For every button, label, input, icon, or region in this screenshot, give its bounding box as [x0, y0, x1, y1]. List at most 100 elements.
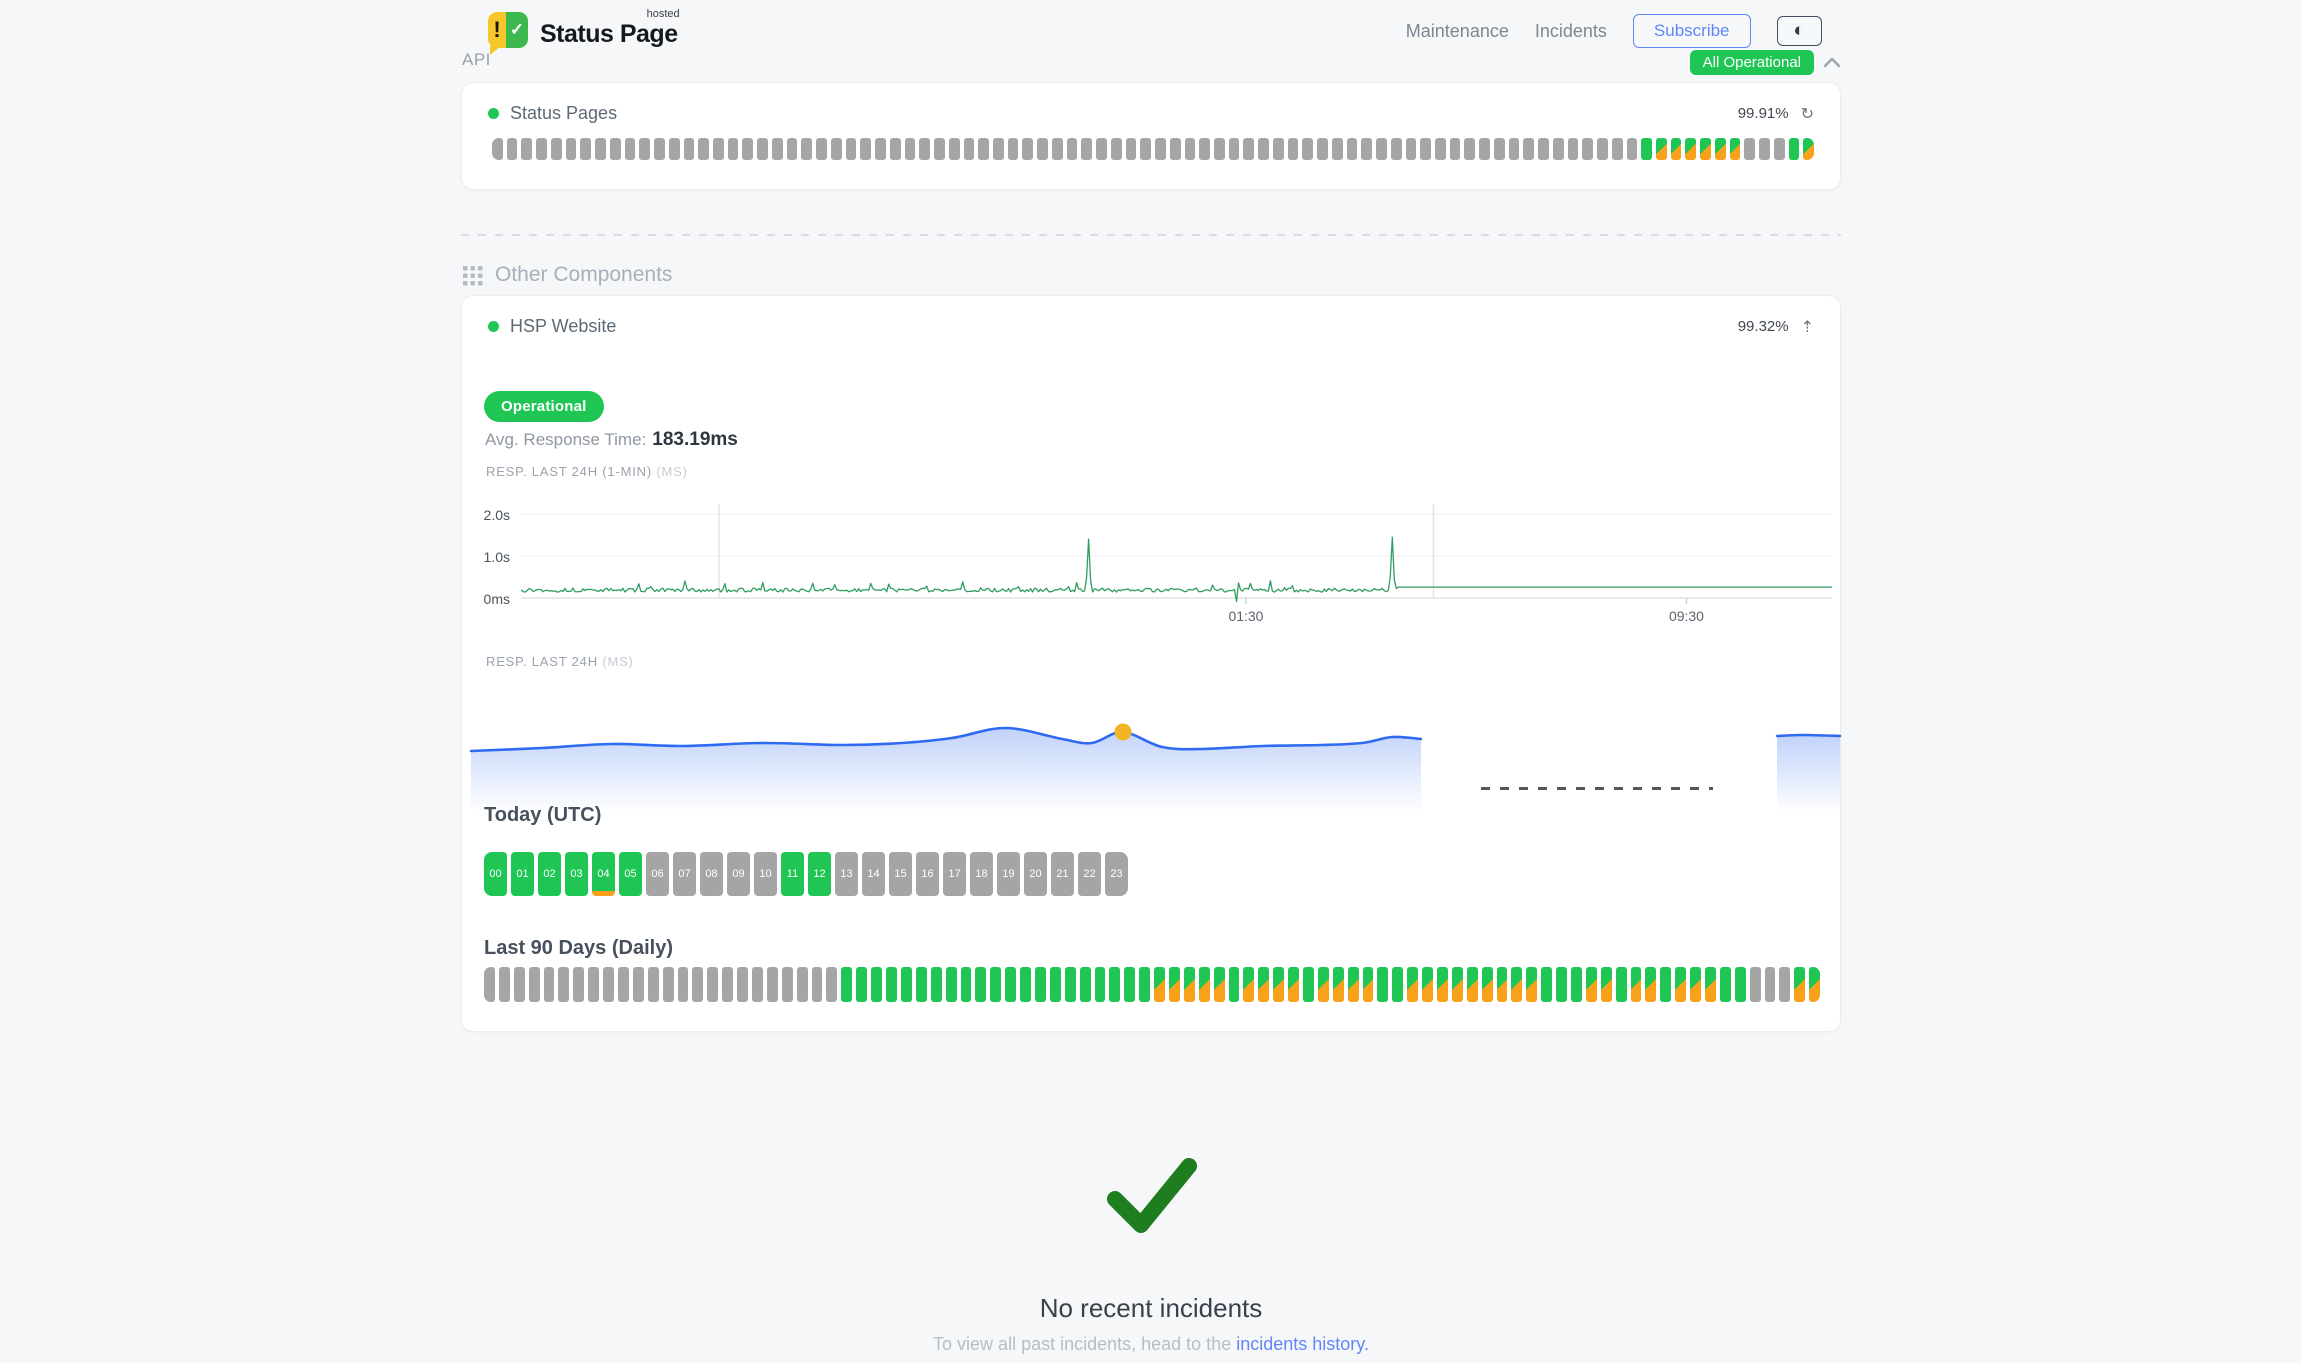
uptime-bar[interactable]	[766, 967, 778, 1002]
uptime-bar[interactable]	[742, 138, 754, 160]
hour-block[interactable]: 11	[781, 852, 804, 896]
uptime-bar[interactable]	[771, 138, 783, 160]
uptime-bar[interactable]	[1526, 967, 1538, 1002]
uptime-bar[interactable]	[1302, 138, 1314, 160]
uptime-bar[interactable]	[1705, 967, 1716, 1002]
uptime-bar[interactable]	[521, 138, 533, 160]
uptime-bar[interactable]	[1125, 138, 1137, 160]
uptime-bar[interactable]	[900, 967, 912, 1002]
component-row[interactable]: HSP Website 99.32% ⇡	[462, 296, 1840, 337]
uptime-bar[interactable]	[1585, 967, 1597, 1002]
uptime-bar[interactable]	[1508, 138, 1520, 160]
uptime-bar[interactable]	[1183, 967, 1195, 1002]
uptime-bar[interactable]	[915, 967, 927, 1002]
uptime-bar[interactable]	[1611, 138, 1623, 160]
uptime-bar[interactable]	[786, 138, 798, 160]
uptime-bar[interactable]	[498, 967, 510, 1002]
refresh-icon[interactable]: ↻	[1800, 104, 1814, 123]
overall-status-badge[interactable]: All Operational	[1689, 50, 1814, 75]
uptime-bar[interactable]	[1464, 138, 1476, 160]
uptime-bar[interactable]	[573, 967, 585, 1002]
uptime-bar[interactable]	[1493, 138, 1505, 160]
uptime-bar[interactable]	[1449, 138, 1461, 160]
uptime-bar[interactable]	[845, 138, 857, 160]
uptime-bar[interactable]	[1556, 967, 1568, 1002]
uptime-bar[interactable]	[1700, 138, 1711, 160]
hour-block[interactable]: 08	[700, 852, 723, 896]
hour-block[interactable]: 02	[538, 852, 561, 896]
uptime-bar[interactable]	[811, 967, 823, 1002]
uptime-bar[interactable]	[1437, 967, 1448, 1002]
uptime-bar[interactable]	[930, 967, 942, 1002]
uptime-bar[interactable]	[707, 967, 719, 1002]
uptime-bar[interactable]	[1287, 138, 1299, 160]
uptime-bar[interactable]	[1630, 967, 1642, 1002]
uptime-bar[interactable]	[1049, 967, 1061, 1002]
uptime-bar[interactable]	[860, 138, 872, 160]
uptime-bar[interactable]	[1538, 138, 1549, 160]
theme-toggle-button[interactable]: ◐	[1776, 16, 1822, 46]
uptime-bar[interactable]	[668, 138, 680, 160]
uptime-bar[interactable]	[1110, 138, 1122, 160]
uptime-bar[interactable]	[1022, 138, 1034, 160]
data-point-marker[interactable]	[1114, 723, 1132, 741]
subscribe-button[interactable]: Subscribe	[1632, 14, 1751, 48]
uptime-bar[interactable]	[1407, 967, 1419, 1002]
uptime-bar[interactable]	[683, 138, 695, 160]
hour-block[interactable]: 17	[943, 852, 966, 896]
uptime-bar[interactable]	[1656, 138, 1667, 160]
uptime-bar[interactable]	[1405, 138, 1417, 160]
uptime-bar[interactable]	[484, 967, 495, 1002]
uptime-bar[interactable]	[1719, 967, 1731, 1002]
uptime-bar[interactable]	[1317, 138, 1328, 160]
hour-block[interactable]: 21	[1051, 852, 1074, 896]
uptime-bar[interactable]	[1523, 138, 1535, 160]
hour-block[interactable]: 20	[1024, 852, 1047, 896]
uptime-bar[interactable]	[1258, 967, 1270, 1002]
uptime-bar[interactable]	[1729, 138, 1741, 160]
uptime-bar[interactable]	[1243, 967, 1255, 1002]
uptime-bar[interactable]	[948, 138, 960, 160]
uptime-bar[interactable]	[588, 967, 600, 1002]
uptime-bar[interactable]	[1645, 967, 1657, 1002]
uptime-bar[interactable]	[1198, 967, 1210, 1002]
uptime-bar[interactable]	[752, 967, 763, 1002]
uptime-bar[interactable]	[1332, 967, 1344, 1002]
uptime-bar[interactable]	[1361, 138, 1373, 160]
uptime-bar[interactable]	[1155, 138, 1166, 160]
hour-block[interactable]: 04	[592, 852, 615, 896]
hour-block[interactable]: 14	[862, 852, 885, 896]
uptime-bar[interactable]	[558, 967, 570, 1002]
uptime-bar[interactable]	[1734, 967, 1746, 1002]
uptime-bar[interactable]	[1660, 967, 1672, 1002]
uptime-bar[interactable]	[1051, 138, 1063, 160]
hour-block[interactable]: 10	[754, 852, 777, 896]
uptime-bar[interactable]	[1020, 967, 1031, 1002]
uptime-bar[interactable]	[1496, 967, 1508, 1002]
uptime-bar[interactable]	[609, 138, 621, 160]
uptime-bar[interactable]	[1552, 138, 1564, 160]
uptime-bar[interactable]	[1481, 967, 1493, 1002]
uptime-bar[interactable]	[1390, 138, 1402, 160]
uptime-bar[interactable]	[1809, 967, 1821, 1002]
hour-block[interactable]: 12	[808, 852, 831, 896]
uptime-bar[interactable]	[889, 138, 901, 160]
uptime-bar[interactable]	[492, 138, 503, 160]
hour-block[interactable]: 05	[619, 852, 642, 896]
uptime-bar[interactable]	[698, 138, 710, 160]
uptime-bar[interactable]	[1302, 967, 1314, 1002]
uptime-bar[interactable]	[1228, 967, 1240, 1002]
uptime-bar[interactable]	[871, 967, 883, 1002]
uptime-bar[interactable]	[737, 967, 749, 1002]
uptime-bar[interactable]	[1626, 138, 1638, 160]
component-row[interactable]: Status Pages 99.91% ↻	[462, 83, 1840, 124]
uptime-bar[interactable]	[1764, 967, 1776, 1002]
uptime-bar[interactable]	[1600, 967, 1612, 1002]
uptime-bar[interactable]	[1773, 138, 1785, 160]
uptime-bar[interactable]	[639, 138, 651, 160]
uptime-bar[interactable]	[1567, 138, 1579, 160]
uptime-bar[interactable]	[1435, 138, 1446, 160]
uptime-bar[interactable]	[1139, 967, 1151, 1002]
uptime-bar[interactable]	[1714, 138, 1726, 160]
uptime-bar[interactable]	[757, 138, 768, 160]
